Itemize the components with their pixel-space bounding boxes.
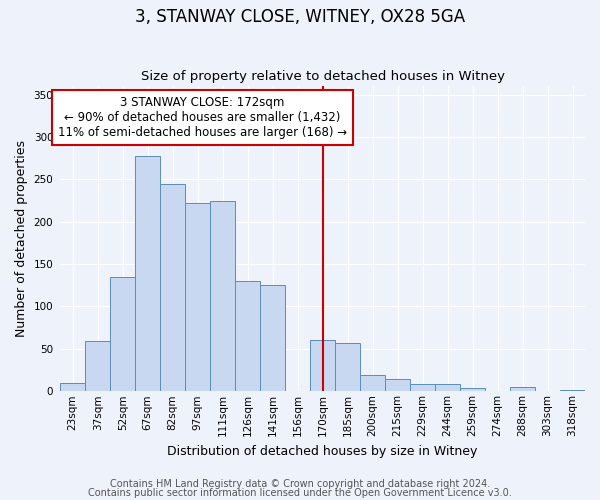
Y-axis label: Number of detached properties: Number of detached properties	[15, 140, 28, 337]
Bar	[335, 343, 360, 392]
Bar	[235, 281, 260, 392]
Text: Contains HM Land Registry data © Crown copyright and database right 2024.: Contains HM Land Registry data © Crown c…	[110, 479, 490, 489]
Bar	[210, 200, 235, 392]
Text: Contains public sector information licensed under the Open Government Licence v3: Contains public sector information licen…	[88, 488, 512, 498]
Bar	[310, 340, 335, 392]
Bar	[60, 383, 85, 392]
Bar	[260, 286, 285, 392]
Title: Size of property relative to detached houses in Witney: Size of property relative to detached ho…	[140, 70, 505, 84]
Bar	[160, 184, 185, 392]
Bar	[560, 390, 585, 392]
Bar	[360, 375, 385, 392]
Bar	[85, 341, 110, 392]
Bar	[460, 388, 485, 392]
Text: 3, STANWAY CLOSE, WITNEY, OX28 5GA: 3, STANWAY CLOSE, WITNEY, OX28 5GA	[135, 8, 465, 26]
Text: 3 STANWAY CLOSE: 172sqm
← 90% of detached houses are smaller (1,432)
11% of semi: 3 STANWAY CLOSE: 172sqm ← 90% of detache…	[58, 96, 347, 139]
Bar	[135, 156, 160, 392]
Bar	[510, 387, 535, 392]
Bar	[185, 203, 210, 392]
Bar	[435, 384, 460, 392]
Bar	[110, 277, 135, 392]
X-axis label: Distribution of detached houses by size in Witney: Distribution of detached houses by size …	[167, 444, 478, 458]
Bar	[410, 384, 435, 392]
Bar	[385, 378, 410, 392]
